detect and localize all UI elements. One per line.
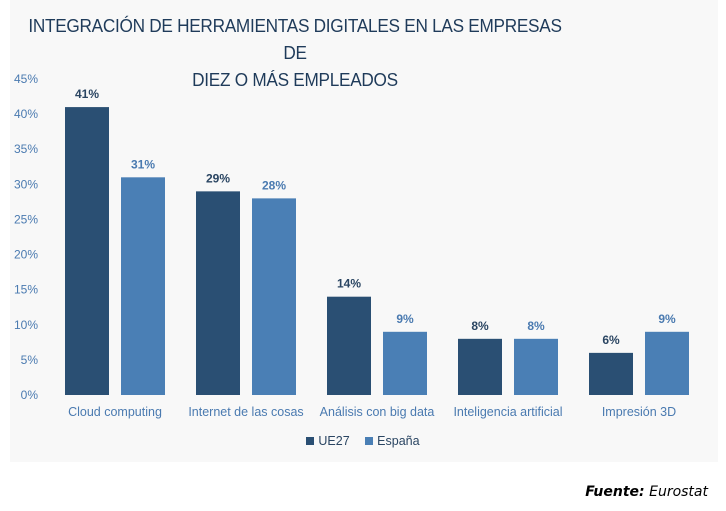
chart-title: INTEGRACIÓN DE HERRAMIENTAS DIGITALES EN… [21, 12, 570, 93]
chart-title-line-1: INTEGRACIÓN DE HERRAMIENTAS DIGITALES EN… [28, 15, 562, 63]
legend-label-espana: España [377, 434, 420, 448]
source-value: Eurostat [649, 484, 708, 500]
bar-ue27 [196, 191, 240, 395]
data-label: 41% [75, 87, 99, 101]
legend-item-espana: España [365, 434, 420, 448]
y-tick-label: 5% [21, 353, 39, 367]
y-tick-label: 0% [21, 388, 39, 402]
y-tick-label: 25% [14, 212, 38, 226]
bar-espana [383, 331, 427, 395]
data-label: 6% [602, 333, 620, 347]
legend-swatch-espana [365, 437, 374, 445]
data-label: 9% [396, 312, 414, 326]
bar-ue27 [458, 338, 502, 395]
x-tick-label: Inteligencia artificial [453, 405, 562, 419]
bar-espana [514, 338, 558, 395]
legend-label-ue27: UE27 [318, 434, 350, 448]
y-tick-label: 40% [14, 107, 38, 121]
source-note: Fuente: Eurostat [585, 484, 708, 500]
data-label: 8% [471, 319, 489, 333]
y-tick-label: 15% [14, 283, 38, 297]
legend: UE27 España [0, 434, 726, 448]
y-tick-label: 30% [14, 177, 38, 191]
legend-swatch-ue27 [306, 437, 315, 445]
chart-title-line-2: DIEZ O MÁS EMPLEADOS [192, 69, 398, 90]
source-label: Fuente: [585, 484, 645, 500]
bar-espana [252, 198, 296, 395]
bar-ue27 [65, 107, 109, 395]
data-label: 9% [658, 312, 676, 326]
x-tick-label: Impresión 3D [602, 405, 676, 419]
y-tick-label: 10% [14, 318, 38, 332]
bar-ue27 [589, 352, 633, 395]
data-label: 8% [527, 319, 545, 333]
data-label: 29% [206, 171, 230, 185]
bar-espana [121, 177, 165, 395]
legend-item-ue27: UE27 [306, 434, 350, 448]
bar-ue27 [327, 296, 371, 395]
x-tick-label: Análisis con big data [320, 405, 435, 419]
y-tick-label: 35% [14, 142, 38, 156]
y-tick-label: 45% [14, 72, 38, 86]
x-tick-label: Cloud computing [68, 405, 162, 419]
bar-espana [645, 331, 689, 395]
x-tick-label: Internet de las cosas [188, 405, 303, 419]
y-tick-label: 20% [14, 248, 38, 262]
data-label: 31% [131, 157, 155, 171]
data-label: 28% [262, 178, 286, 192]
data-label: 14% [337, 277, 361, 291]
